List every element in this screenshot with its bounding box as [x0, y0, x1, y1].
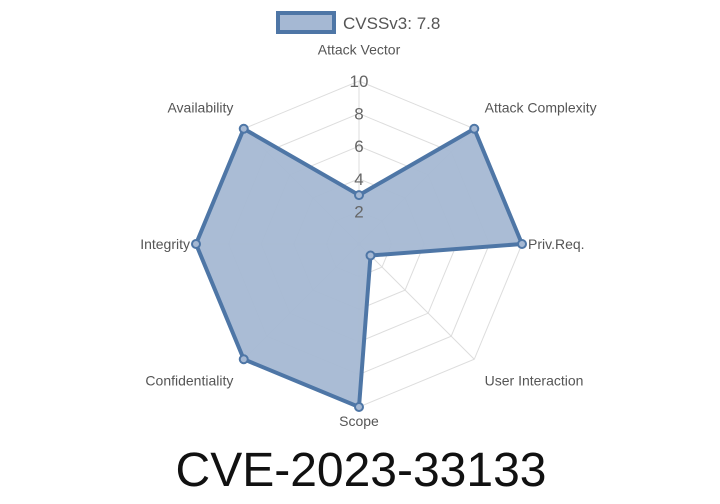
axis-label: User Interaction: [485, 373, 584, 389]
r-tick-label: 8: [354, 105, 363, 124]
legend-swatch: [276, 11, 336, 34]
data-point[interactable]: [238, 354, 249, 365]
axis-label: Attack Vector: [318, 41, 401, 57]
r-tick-label: 4: [354, 170, 363, 189]
r-tick-label: 6: [354, 137, 363, 156]
data-point[interactable]: [365, 250, 376, 261]
data-point[interactable]: [191, 239, 201, 249]
axis-label: Attack Complexity: [485, 99, 597, 115]
chart-title: CVE-2023-33133: [176, 444, 547, 497]
data-point[interactable]: [238, 123, 249, 134]
data-point[interactable]: [354, 402, 364, 412]
legend[interactable]: CVSSv3: 7.8: [276, 11, 440, 34]
axis-label: Integrity: [140, 236, 190, 252]
legend-label: CVSSv3: 7.8: [343, 14, 440, 33]
r-tick-label: 2: [354, 202, 363, 221]
data-point[interactable]: [354, 190, 364, 201]
axis-label: Availability: [167, 99, 233, 115]
r-tick-label: 10: [350, 72, 369, 91]
axis-label: Scope: [339, 413, 379, 429]
data-point[interactable]: [517, 239, 527, 249]
grid-spoke: [358, 243, 475, 360]
axis-label: Confidentiality: [145, 373, 233, 389]
data-point[interactable]: [469, 123, 480, 134]
axis-label: Priv.Req.: [528, 236, 585, 252]
